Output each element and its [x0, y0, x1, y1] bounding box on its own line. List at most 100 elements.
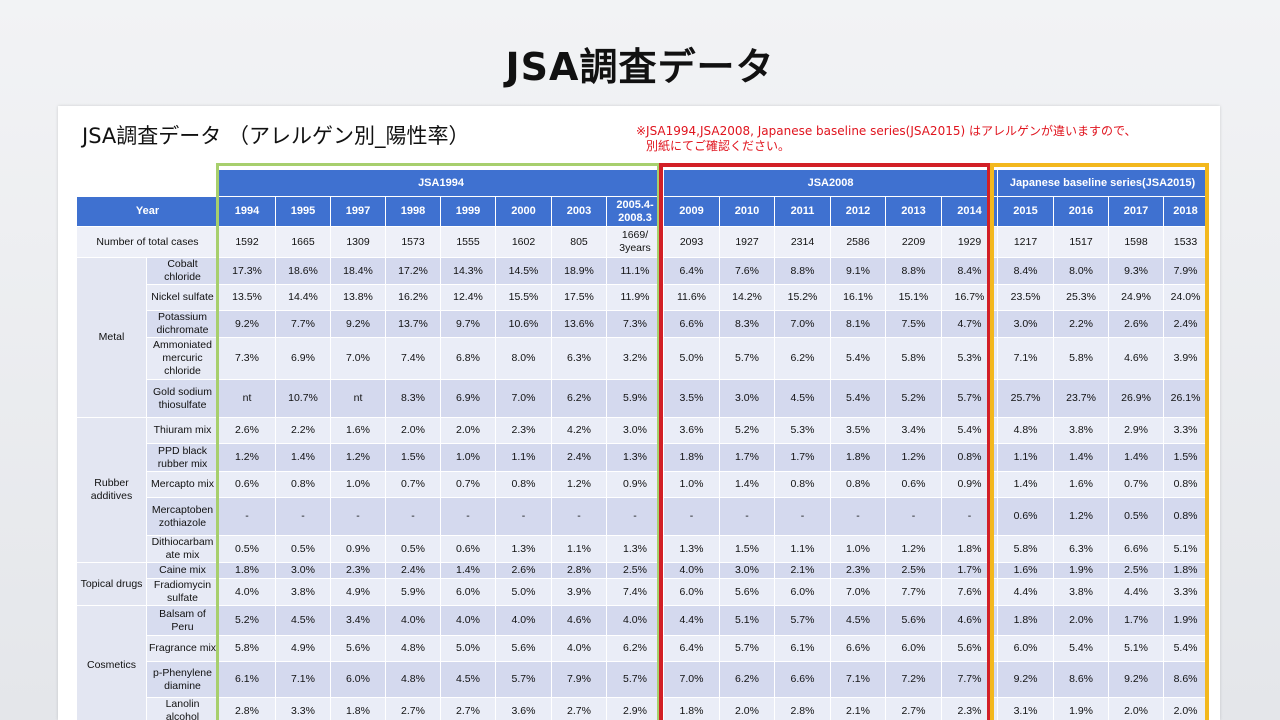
group-jsa2015: Japanese baseline series(JSA2015) — [997, 169, 1209, 197]
positivity-cell: 1.3% — [495, 535, 552, 563]
year-label: Year — [76, 196, 219, 227]
positivity-cell: 5.3% — [940, 337, 999, 380]
allergen-row: PPD black rubber mix 1.2% 1.4% 1.2% 1.5% 1.0%… — [77, 443, 1209, 472]
positivity-cell: 1.8% — [663, 443, 720, 472]
positivity-cell: 3.6% — [663, 417, 720, 444]
positivity-cell: 2.7% — [440, 697, 496, 720]
positivity-cell: - — [606, 497, 664, 536]
allergen-name: Dithiocarbam ate mix — [146, 535, 219, 563]
positivity-cell: 3.4% — [330, 605, 386, 636]
allergen-name: Ammoniated mercuric chloride — [146, 337, 219, 380]
positivity-cell: 14.3% — [440, 257, 496, 285]
data-sheet: JSA調査データ （アレルゲン別_陽性率） ※JSA1994,JSA2008, … — [58, 106, 1220, 720]
allergen-row: Potassium dichromate 9.2% 7.7% 9.2% 13.7% 9.7… — [77, 310, 1209, 338]
positivity-cell: 0.5% — [385, 535, 441, 563]
positivity-cell: 6.3% — [1053, 535, 1110, 563]
note-line-2: 別紙にてご確認ください。 — [646, 139, 791, 153]
positivity-cell: 0.5% — [1108, 497, 1165, 536]
positivity-cell: 6.1% — [774, 635, 831, 662]
allergen-row: p-Phenylene diamine 6.1% 7.1% 6.0% 4.8% 4.5% 5… — [77, 661, 1209, 698]
allergen-name: Gold sodium thiosulfate — [146, 379, 219, 418]
positivity-cell: 4.0% — [606, 605, 664, 636]
allergen-name: Balsam of Peru — [146, 605, 219, 636]
total-cases-cell: 1669/ 3years — [606, 226, 664, 258]
positivity-cell: 6.3% — [551, 337, 607, 380]
positivity-cell: 8.8% — [885, 257, 942, 285]
slide-title: JSA調査データ — [505, 45, 775, 89]
positivity-cell: 2.3% — [495, 417, 552, 444]
positivity-cell: 11.6% — [663, 284, 720, 311]
positivity-cell: 1.8% — [663, 697, 720, 720]
positivity-cell: 15.5% — [495, 284, 552, 311]
positivity-cell: 5.0% — [663, 337, 720, 380]
allergen-name: Nickel sulfate — [146, 284, 219, 311]
positivity-cell: - — [830, 497, 886, 536]
positivity-cell: 2.1% — [830, 697, 886, 720]
total-cases-cell: 2093 — [663, 226, 720, 258]
positivity-cell: 10.6% — [495, 310, 552, 338]
positivity-cell: 1.6% — [1053, 471, 1110, 498]
total-cases-cell: 1533 — [1163, 226, 1209, 258]
positivity-cell: 3.5% — [663, 379, 720, 418]
positivity-cell: 1.9% — [1053, 697, 1110, 720]
positivity-cell: 2.4% — [1163, 310, 1209, 338]
positivity-cell: 5.8% — [218, 635, 276, 662]
positivity-cell: 7.0% — [495, 379, 552, 418]
allergen-row: Lanolin alcohol 2.8% 3.3% 1.8% 2.7% 2.7% 3.6% 2… — [77, 697, 1209, 720]
positivity-cell: 1.8% — [830, 443, 886, 472]
positivity-cell: 2.7% — [385, 697, 441, 720]
positivity-cell: 4.2% — [551, 417, 607, 444]
total-cases-cell: 1598 — [1108, 226, 1165, 258]
total-cases-cell: 1555 — [440, 226, 496, 258]
positivity-cell: 1.0% — [663, 471, 720, 498]
positivity-cell: 6.6% — [830, 635, 886, 662]
positivity-cell: nt — [330, 379, 386, 418]
positivity-cell: 1.6% — [330, 417, 386, 444]
positivity-cell: 16.7% — [940, 284, 999, 311]
positivity-cell: 2.1% — [774, 562, 831, 579]
positivity-cell: 5.6% — [495, 635, 552, 662]
positivity-cell: 6.6% — [663, 310, 720, 338]
positivity-cell: 5.4% — [830, 379, 886, 418]
positivity-cell: 5.7% — [940, 379, 999, 418]
positivity-cell: 5.9% — [385, 578, 441, 606]
year-header: 2005.4-2008.3 — [606, 196, 664, 227]
positivity-cell: 6.2% — [774, 337, 831, 380]
positivity-cell: 2.5% — [1108, 562, 1165, 579]
positivity-cell: 0.8% — [1163, 471, 1209, 498]
positivity-cell: 7.1% — [997, 337, 1055, 380]
category-label: Topical drugs — [76, 562, 147, 606]
positivity-cell: 9.2% — [218, 310, 276, 338]
allergen-name: Mercapto mix — [146, 471, 219, 498]
positivity-cell: 3.8% — [1053, 417, 1110, 444]
allergen-row: Ammoniated mercuric chloride 7.3% 6.9% 7.0%… — [77, 337, 1209, 380]
positivity-cell: 2.5% — [885, 562, 942, 579]
positivity-cell: 2.6% — [1108, 310, 1165, 338]
allergen-row: Nickel sulfate 13.5% 14.4% 13.8% 16.2% 12.4% 1… — [77, 284, 1209, 311]
positivity-cell: - — [218, 497, 276, 536]
positivity-cell: 8.4% — [940, 257, 999, 285]
allergen-name: Fradiomycin sulfate — [146, 578, 219, 606]
positivity-cell: 24.9% — [1108, 284, 1165, 311]
positivity-cell: 17.5% — [551, 284, 607, 311]
positivity-cell: 5.2% — [719, 417, 775, 444]
positivity-cell: 3.0% — [719, 562, 775, 579]
positivity-cell: 2.2% — [275, 417, 331, 444]
positivity-cell: 2.3% — [330, 562, 386, 579]
positivity-cell: 0.9% — [940, 471, 999, 498]
positivity-cell: 7.6% — [940, 578, 999, 606]
positivity-cell: 1.2% — [330, 443, 386, 472]
positivity-cell: 0.8% — [275, 471, 331, 498]
positivity-cell: 2.0% — [385, 417, 441, 444]
allergen-name: Potassium dichromate — [146, 310, 219, 338]
positivity-cell: - — [885, 497, 942, 536]
year-header: 2012 — [830, 196, 886, 227]
positivity-cell: 1.5% — [719, 535, 775, 563]
positivity-cell: 3.6% — [495, 697, 552, 720]
positivity-cell: 1.0% — [330, 471, 386, 498]
positivity-cell: - — [440, 497, 496, 536]
positivity-cell: 2.7% — [551, 697, 607, 720]
positivity-cell: 5.8% — [885, 337, 942, 380]
positivity-cell: 5.6% — [940, 635, 999, 662]
positivity-cell: 3.5% — [830, 417, 886, 444]
